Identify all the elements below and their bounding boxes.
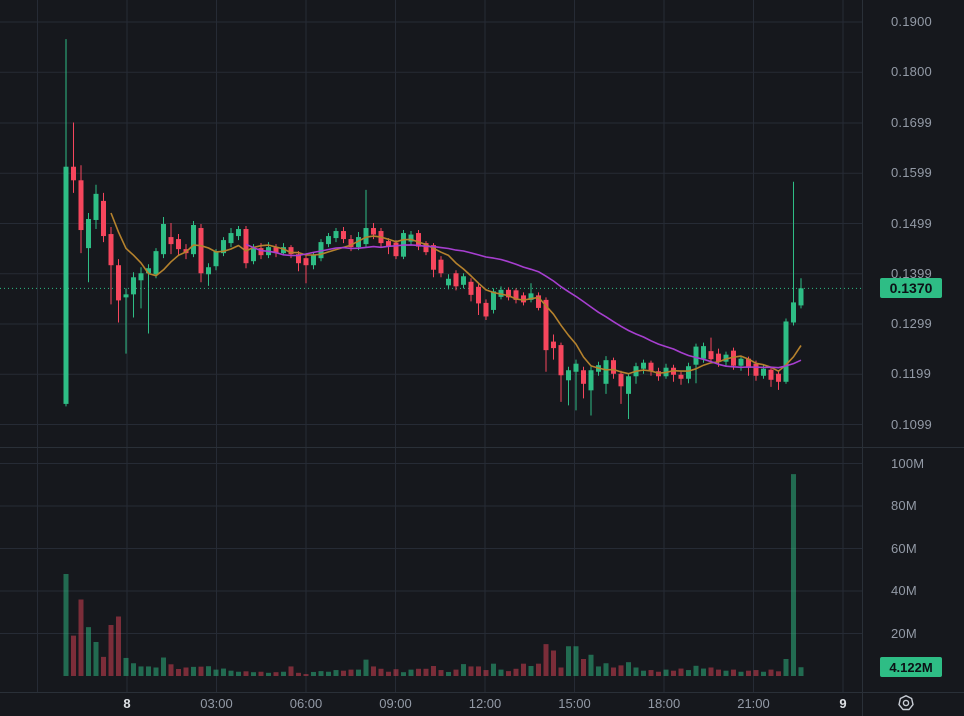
time-axis[interactable]: 8 03:00 06:00 09:00 12:00 15:00 18:00 21:00 9 [0,692,862,716]
time-tick-label-date: 9 [839,696,847,711]
price-tick-label: 0.1800 [891,64,932,80]
price-axis[interactable]: 0.1900 0.1800 0.1699 0.1599 0.1499 0.1399 0.12… [862,0,964,692]
price-scale-settings-button[interactable] [891,693,921,713]
candles [63,39,804,419]
price-tick-label: 0.1599 [891,165,932,181]
price-tick-label: 0.1699 [891,115,932,130]
price-tick-label: 0.1199 [891,366,931,382]
price-tick-label: 0.1099 [891,416,932,432]
volume-tick-label: 100M [891,455,925,471]
volume-tick-label: 20M [891,625,917,641]
grid-lines [0,0,862,692]
price-tick-label: 0.1900 [891,14,932,29]
ma7-line [110,212,802,375]
ma25-line [245,243,802,369]
price-tick-label: 0.1499 [891,215,932,231]
last-price-badge: 0.1370 [880,278,942,299]
time-tick-label: 18:00 [647,696,681,711]
price-tick-label: 0.1399 [891,265,932,281]
time-tick-label: 09:00 [379,696,412,711]
price-tick-label: 0.1299 [891,316,932,331]
gear-icon [898,695,914,711]
time-tick-label: 15:00 [558,696,591,711]
last-price-value: 0.1370 [889,280,933,297]
volume-tick-label: 60M [891,540,917,556]
time-tick-label-date: 8 [123,696,131,711]
time-tick-label: 21:00 [737,696,770,711]
time-tick-label: 06:00 [289,696,323,711]
volume-bars [63,474,804,676]
volume-tick-label: 40M [891,583,917,598]
volume-tick-label: 80M [891,498,917,513]
last-volume-value: 4.122M [889,659,933,675]
time-tick-label: 12:00 [468,696,502,711]
time-tick-label: 03:00 [200,696,233,711]
last-volume-badge: 4.122M [880,657,942,678]
